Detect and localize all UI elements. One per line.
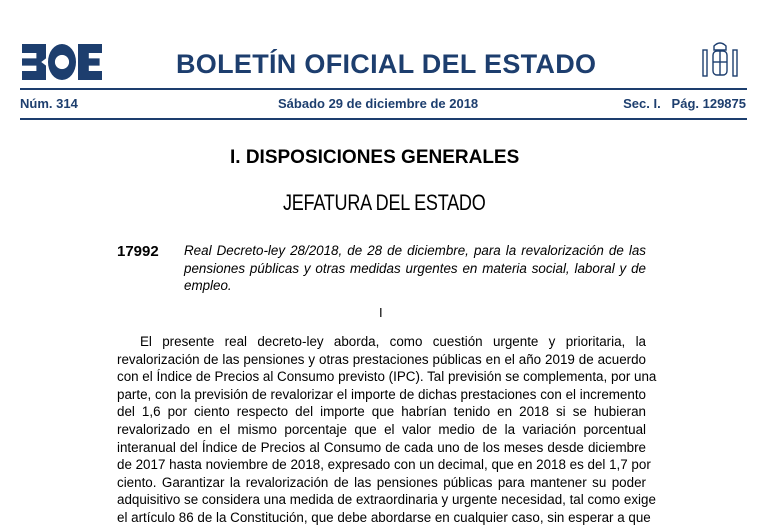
body-paragraph: El presente real decreto-ley aborda, com… xyxy=(117,333,657,527)
body-line: con el Índice de Precios al Consumo prev… xyxy=(117,369,657,385)
body-line: interanual del Índice de Precios al Cons… xyxy=(117,439,646,455)
boe-logo xyxy=(22,44,102,80)
issue-number: Núm. 314 xyxy=(20,96,78,111)
summary-line: Real Decreto-ley 28/2018, de 28 de dicie… xyxy=(184,243,646,258)
section-heading: I. DISPOSICIONES GENERALES xyxy=(230,147,520,168)
header-rule-bottom xyxy=(20,118,747,120)
entry-summary: Real Decreto-ley 28/2018, de 28 de dicie… xyxy=(184,242,646,295)
body-line: revalorizado en el mismo porcentaje que … xyxy=(117,421,646,437)
summary-line: pensiones públicas y otras medidas urgen… xyxy=(184,260,646,276)
part-numeral: I xyxy=(379,305,383,320)
issue-date: Sábado 29 de diciembre de 2018 xyxy=(278,96,479,111)
body-line: revalorización de las pensiones y otras … xyxy=(117,351,646,367)
header-rule-top xyxy=(20,88,747,90)
body-line: de 2017 hasta noviembre de 2018, expresa… xyxy=(117,457,651,473)
body-line: parte, con la previsión de revalorizar e… xyxy=(117,386,646,402)
department-heading: JEFATURA DEL ESTADO xyxy=(283,190,486,215)
publication-title: BOLETÍN OFICIAL DEL ESTADO xyxy=(176,49,597,79)
summary-line: empleo. xyxy=(184,278,232,294)
body-line: El presente real decreto-ley aborda, com… xyxy=(140,334,646,349)
body-line: ciento. Garantizar la revalorización de … xyxy=(117,474,646,490)
body-line: el artículo 86 de la Constitución, que d… xyxy=(117,509,651,525)
body-line: adquisitivo se considera una medida de e… xyxy=(117,492,656,508)
body-line: del 1,6 por ciento respecto del importe … xyxy=(117,404,646,420)
section-page: Sec. I. Pág. 129875 xyxy=(623,96,746,111)
coat-of-arms-icon xyxy=(702,42,738,77)
entry-number: 17992 xyxy=(117,243,159,260)
